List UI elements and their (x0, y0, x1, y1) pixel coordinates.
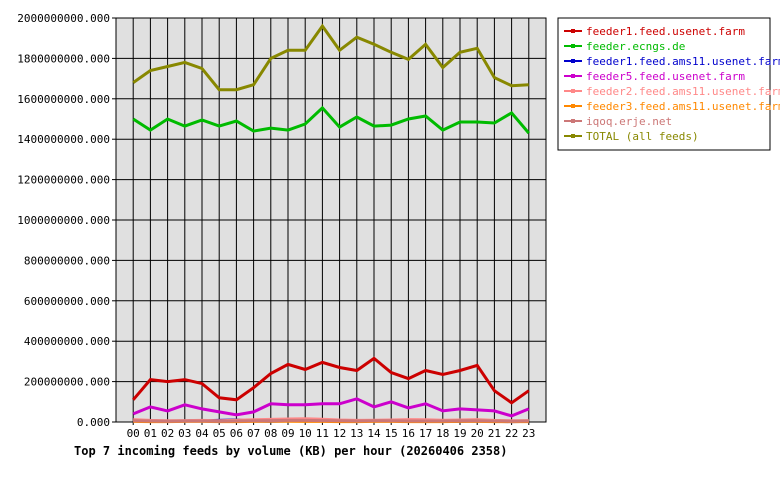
x-tick-label: 14 (367, 427, 381, 440)
x-tick-label: 05 (213, 427, 226, 440)
x-tick-label: 20 (471, 427, 484, 440)
x-tick-label: 17 (419, 427, 432, 440)
legend-label: TOTAL (all feeds) (586, 130, 699, 143)
x-tick-label: 06 (230, 427, 243, 440)
x-tick-label: 11 (316, 427, 329, 440)
legend-marker (571, 104, 575, 108)
legend-label: feeder.ecngs.de (586, 40, 685, 53)
y-tick-label: 200000000.000 (24, 376, 110, 389)
x-tick-label: 07 (247, 427, 260, 440)
y-tick-label: 1800000000.000 (17, 52, 110, 65)
y-tick-label: 0.000 (77, 416, 110, 429)
x-tick-label: 23 (522, 427, 535, 440)
x-tick-label: 21 (488, 427, 501, 440)
y-tick-label: 600000000.000 (24, 295, 110, 308)
y-tick-label: 2000000000.000 (17, 12, 110, 25)
legend-label: iqoq.erje.net (586, 115, 672, 128)
x-tick-label: 03 (178, 427, 191, 440)
y-tick-label: 1600000000.000 (17, 93, 110, 106)
y-axis-ticks: 0.000 200000000.000 400000000.000 600000000… (17, 12, 116, 429)
legend-label: feeder1.feed.usenet.farm (586, 25, 745, 38)
chart-title: Top 7 incoming feeds by volume (KB) per … (74, 444, 507, 458)
x-tick-label: 09 (281, 427, 294, 440)
legend-marker (571, 44, 575, 48)
x-tick-label: 00 (127, 427, 140, 440)
legend-label: feeder5.feed.usenet.farm (586, 70, 745, 83)
x-tick-label: 16 (402, 427, 415, 440)
legend-marker (571, 74, 575, 78)
x-tick-label: 18 (436, 427, 449, 440)
x-tick-label: 12 (333, 427, 346, 440)
x-tick-label: 13 (350, 427, 363, 440)
legend-label: feeder3.feed.ams11.usenet.farm (586, 100, 780, 113)
legend-marker (571, 134, 575, 138)
legend-label: feeder1.feed.ams11.usenet.farm (586, 55, 780, 68)
x-tick-label: 01 (144, 427, 157, 440)
x-tick-label: 19 (453, 427, 466, 440)
x-tick-label: 15 (385, 427, 398, 440)
legend-marker (571, 59, 575, 63)
legend-marker (571, 89, 575, 93)
x-tick-label: 02 (161, 427, 174, 440)
x-axis-ticks: 00 01 02 03 04 05 06 07 08 09 10 11 12 13 14 15 16 17 18 19… (127, 422, 536, 440)
y-tick-label: 400000000.000 (24, 335, 110, 348)
x-tick-label: 04 (195, 427, 209, 440)
series-line-6 (133, 420, 529, 421)
x-tick-label: 10 (299, 427, 312, 440)
x-tick-label: 08 (264, 427, 277, 440)
y-tick-label: 1000000000.000 (17, 214, 110, 227)
legend-marker (571, 29, 575, 33)
y-tick-label: 1200000000.000 (17, 174, 110, 187)
y-tick-label: 1400000000.000 (17, 133, 110, 146)
legend-label: feeder2.feed.ams11.usenet.farm (586, 85, 780, 98)
legend-marker (571, 119, 575, 123)
x-tick-label: 22 (505, 427, 518, 440)
y-tick-label: 800000000.000 (24, 254, 110, 267)
